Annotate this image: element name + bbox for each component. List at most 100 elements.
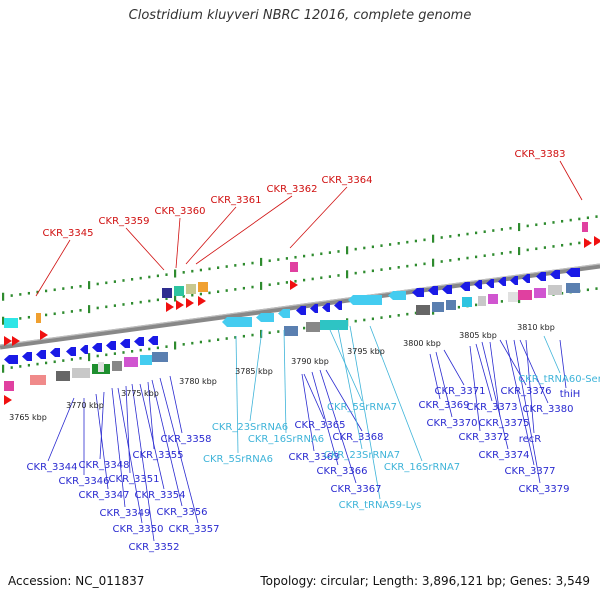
gene-box — [186, 284, 196, 294]
feature-label: CKR_3383 — [515, 149, 566, 160]
gene-box — [320, 320, 348, 330]
feature-label: CKR_3346 — [59, 476, 110, 487]
scale-label: 3805 kbp — [459, 331, 497, 340]
cds-arrow — [334, 301, 342, 310]
gene-box — [462, 297, 472, 307]
cds-arrow — [412, 288, 424, 297]
gene-box — [112, 361, 122, 371]
highlight-arrow — [584, 238, 592, 248]
gene-box — [488, 294, 498, 304]
scale-labels: 3765 kbp 3770 kbp 3775 kbp 3780 kbp 3785 kbp… — [9, 323, 555, 422]
scale-label: 3795 kbp — [347, 347, 385, 356]
feature-label: CKR_3362 — [267, 184, 318, 195]
cds-arrow — [36, 350, 46, 359]
cds-arrow — [148, 336, 158, 345]
scale-label: 3800 kbp — [403, 339, 441, 348]
accession-label: Accession: NC_011837 — [8, 574, 145, 588]
gene-box — [56, 371, 70, 381]
highlight-arrow — [594, 236, 600, 246]
genome-title: Clostridium kluyveri NBRC 12016, complet… — [128, 8, 472, 23]
feature-label: CKR_3363 — [289, 452, 340, 463]
gene-box — [98, 362, 104, 372]
gene-box — [4, 318, 18, 328]
feature-label: CKR_3364 — [322, 175, 373, 186]
feature-label: CKR_3351 — [109, 474, 160, 485]
tick-marks — [2, 215, 598, 373]
gene-box — [284, 326, 298, 336]
genome-summary: Topology: circular; Length: 3,896,121 bp… — [260, 574, 590, 588]
highlight-arrow — [12, 336, 20, 346]
cds-arrow — [536, 272, 546, 281]
feature-label: CKR_3348 — [79, 460, 130, 471]
feature-label: CKR_5SrRNA6 — [203, 454, 273, 465]
feature-label: CKR_3352 — [129, 542, 180, 553]
feature-label: CKR_3379 — [519, 484, 570, 495]
scale-label: 3765 kbp — [9, 413, 47, 422]
cds-arrow — [50, 348, 60, 357]
cds-arrow — [442, 285, 452, 294]
gene-box — [140, 355, 152, 365]
cds-arrow — [66, 347, 76, 356]
feature-label: CKR_3365 — [295, 420, 346, 431]
cds-arrow — [134, 337, 144, 346]
cds-arrow — [106, 341, 116, 350]
feature-label: CKR_3347 — [79, 490, 130, 501]
feature-label: CKR_3373 — [467, 402, 518, 413]
gene-box — [30, 375, 46, 385]
feature-label: CKR_3372 — [459, 432, 510, 443]
feature-label: CKR_3366 — [317, 466, 368, 477]
cds-arrow — [498, 277, 506, 286]
rrna-arrow — [256, 313, 274, 322]
gene-box — [566, 283, 580, 293]
feature-label: CKR_3349 — [100, 508, 151, 519]
gene-box — [4, 381, 14, 391]
cds-arrow — [22, 352, 32, 361]
cds-arrow — [486, 279, 494, 288]
feature-label: CKR_3371 — [435, 386, 486, 397]
feature-label: thiH — [560, 389, 581, 400]
feature-labels: CKR_3345 CKR_3359 CKR_3360 CKR_3361 CKR_3362… — [27, 149, 600, 553]
highlight-arrow — [176, 300, 184, 310]
feature-label: CKR_23SrRNA7 — [324, 450, 400, 461]
feature-label: CKR_3369 — [419, 400, 470, 411]
feature-label: CKR_16SrRNA7 — [384, 462, 460, 473]
cds-arrow — [510, 276, 518, 285]
gene-box — [36, 313, 41, 323]
feature-label: CKR_3368 — [333, 432, 384, 443]
cds-arrow — [4, 355, 18, 364]
genome-backbone — [0, 263, 600, 350]
feature-label: CKR_3370 — [427, 418, 478, 429]
gene-box — [152, 352, 168, 362]
gene-box — [508, 292, 518, 302]
feature-label: CKR_23SrRNA6 — [212, 422, 288, 433]
highlight-arrow — [166, 302, 174, 312]
cds-arrow — [428, 286, 438, 295]
rrna-arrow — [278, 309, 290, 318]
feature-label: CKR_5SrRNA7 — [327, 402, 397, 413]
feature-label: recR — [519, 434, 542, 445]
feature-label: CKR_3374 — [479, 450, 530, 461]
scale-label: 3810 kbp — [517, 323, 555, 332]
feature-label: CKR_3355 — [133, 450, 184, 461]
feature-label: CKR_3357 — [169, 524, 220, 535]
cds-arrow — [80, 345, 88, 354]
feature-label: CKR_3375 — [479, 418, 530, 429]
gene-box — [124, 357, 138, 367]
highlight-arrow — [4, 395, 12, 405]
feature-label: CKR_3359 — [99, 216, 150, 227]
feature-label: CKR_tRNA59-Lys — [339, 500, 422, 511]
highlight-arrow — [186, 298, 194, 308]
gene-box — [72, 368, 90, 378]
feature-label: CKR_3345 — [43, 228, 94, 239]
feature-label: CKR_3367 — [331, 484, 382, 495]
feature-label: CKR_3360 — [155, 206, 206, 217]
gene-box — [548, 285, 562, 295]
rrna-arrow — [388, 291, 406, 300]
gene-box — [478, 296, 486, 306]
rrna-arrow — [222, 317, 252, 327]
highlight-arrow — [290, 280, 298, 290]
scale-label: 3785 kbp — [235, 367, 273, 376]
cds-arrow — [522, 274, 530, 283]
feature-label: CKR_3380 — [523, 404, 574, 415]
highlight-arrow — [4, 336, 12, 346]
